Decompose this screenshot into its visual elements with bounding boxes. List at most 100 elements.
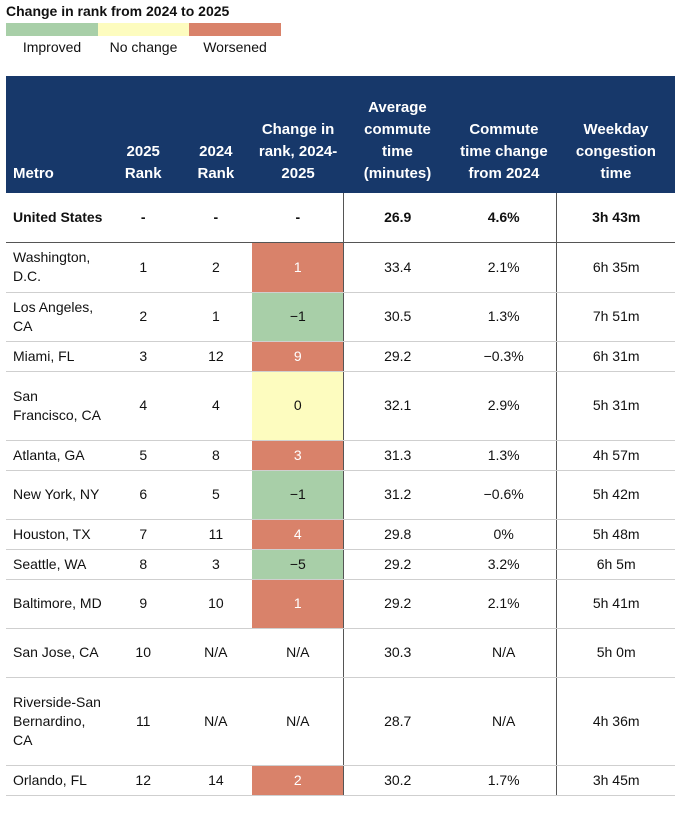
- table-row: San Francisco, CA 4 4 0 32.1 2.9% 5h 31m: [6, 371, 675, 441]
- legend: Improved No change Worsened: [6, 23, 281, 55]
- header-rank-2025: 2025 Rank: [106, 76, 180, 193]
- cell-change: 3: [252, 440, 345, 471]
- cell-rank-2025: 7: [106, 519, 180, 550]
- cell-rank-2025: 9: [106, 579, 180, 629]
- cell-commute-change: N/A: [450, 628, 558, 678]
- table-row: Orlando, FL 12 14 2 30.2 1.7% 3h 45m: [6, 765, 675, 796]
- cell-congestion: 4h 36m: [556, 677, 675, 766]
- cell-metro: Atlanta, GA: [6, 440, 107, 471]
- cell-metro: Miami, FL: [6, 341, 107, 372]
- cell-change: 9: [252, 341, 345, 372]
- cell-change: N/A: [252, 628, 345, 678]
- cell-rank-2025: 4: [106, 371, 180, 441]
- cell-change: 0: [252, 371, 345, 441]
- legend-swatch-worsened: [189, 23, 281, 36]
- table-row: Houston, TX 7 11 4 29.8 0% 5h 48m: [6, 519, 675, 550]
- cell-rank-2025: 5: [106, 440, 180, 471]
- summary-rank-2024: -: [179, 193, 253, 243]
- cell-congestion: 6h 35m: [556, 242, 675, 293]
- summary-metro: United States: [6, 193, 107, 243]
- summary-commute: 26.9: [343, 193, 451, 243]
- cell-rank-2024: 14: [179, 765, 253, 796]
- cell-rank-2024: 8: [179, 440, 253, 471]
- cell-rank-2025: 3: [106, 341, 180, 372]
- legend-label-improved: Improved: [22, 39, 82, 55]
- cell-rank-2024: N/A: [179, 628, 253, 678]
- cell-commute-change: −0.3%: [450, 341, 558, 372]
- cell-commute: 30.3: [343, 628, 451, 678]
- cell-change: 1: [252, 579, 345, 629]
- cell-congestion: 4h 57m: [556, 440, 675, 471]
- summary-row: United States - - - 26.9 4.6% 3h 43m: [6, 193, 675, 243]
- cell-rank-2025: 8: [106, 549, 180, 580]
- cell-congestion: 3h 45m: [556, 765, 675, 796]
- cell-commute: 29.2: [343, 549, 451, 580]
- cell-commute: 29.8: [343, 519, 451, 550]
- table-row: Riverside-San Bernardino, CA 11 N/A N/A 28.7…: [6, 677, 675, 766]
- cell-commute-change: −0.6%: [450, 470, 558, 520]
- cell-metro: Houston, TX: [6, 519, 107, 550]
- cell-metro: Los Angeles, CA: [6, 292, 107, 342]
- header-average-commute: Average commute time (minutes): [343, 76, 451, 193]
- cell-change: −5: [252, 549, 345, 580]
- cell-rank-2024: 3: [179, 549, 253, 580]
- cell-change: 4: [252, 519, 345, 550]
- legend-label-worsened: Worsened: [203, 39, 267, 55]
- header-metro: Metro: [6, 76, 107, 193]
- cell-commute-change: 2.1%: [450, 579, 558, 629]
- legend-item-improved: Improved: [6, 23, 98, 55]
- cell-congestion: 6h 5m: [556, 549, 675, 580]
- cell-metro: Baltimore, MD: [6, 579, 107, 629]
- cell-commute: 29.2: [343, 341, 451, 372]
- cell-change: 2: [252, 765, 345, 796]
- table-row: San Jose, CA 10 N/A N/A 30.3 N/A 5h 0m: [6, 628, 675, 678]
- cell-rank-2025: 11: [106, 677, 180, 766]
- table-row: Atlanta, GA 5 8 3 31.3 1.3% 4h 57m: [6, 440, 675, 471]
- legend-swatch-improved: [6, 23, 98, 36]
- cell-change: −1: [252, 292, 345, 342]
- header-commute-change: Commute time change from 2024: [450, 76, 557, 193]
- cell-change: N/A: [252, 677, 345, 766]
- header-rank-2024: 2024 Rank: [179, 76, 253, 193]
- table-row: Seattle, WA 8 3 −5 29.2 3.2% 6h 5m: [6, 549, 675, 580]
- cell-metro: Seattle, WA: [6, 549, 107, 580]
- cell-commute-change: N/A: [450, 677, 558, 766]
- cell-commute-change: 1.3%: [450, 292, 558, 342]
- cell-congestion: 7h 51m: [556, 292, 675, 342]
- cell-commute: 28.7: [343, 677, 451, 766]
- cell-metro: Washington, D.C.: [6, 242, 107, 293]
- cell-commute: 30.2: [343, 765, 451, 796]
- cell-commute-change: 0%: [450, 519, 558, 550]
- cell-commute: 29.2: [343, 579, 451, 629]
- header-change-in-rank: Change in rank, 2024-2025: [252, 76, 344, 193]
- table-row: Miami, FL 3 12 9 29.2 −0.3% 6h 31m: [6, 341, 675, 372]
- cell-rank-2025: 10: [106, 628, 180, 678]
- cell-metro: Riverside-San Bernardino, CA: [6, 677, 107, 766]
- summary-rank-2025: -: [106, 193, 180, 243]
- legend-swatch-no-change: [98, 23, 189, 36]
- cell-commute: 31.2: [343, 470, 451, 520]
- legend-item-worsened: Worsened: [189, 23, 281, 55]
- cell-rank-2025: 2: [106, 292, 180, 342]
- cell-change: 1: [252, 242, 345, 293]
- cell-congestion: 5h 42m: [556, 470, 675, 520]
- cell-commute-change: 1.3%: [450, 440, 558, 471]
- cell-metro: San Francisco, CA: [6, 371, 107, 441]
- summary-congestion: 3h 43m: [556, 193, 675, 243]
- cell-rank-2024: 5: [179, 470, 253, 520]
- cell-rank-2025: 1: [106, 242, 180, 293]
- cell-commute: 32.1: [343, 371, 451, 441]
- cell-rank-2024: 11: [179, 519, 253, 550]
- cell-congestion: 5h 31m: [556, 371, 675, 441]
- cell-commute-change: 2.9%: [450, 371, 558, 441]
- cell-congestion: 5h 41m: [556, 579, 675, 629]
- cell-rank-2024: 1: [179, 292, 253, 342]
- cell-rank-2024: 10: [179, 579, 253, 629]
- cell-change: −1: [252, 470, 345, 520]
- cell-congestion: 5h 48m: [556, 519, 675, 550]
- header-congestion: Weekday congestion time: [556, 76, 675, 193]
- cell-metro: New York, NY: [6, 470, 107, 520]
- table-row: Los Angeles, CA 2 1 −1 30.5 1.3% 7h 51m: [6, 292, 675, 342]
- cell-commute: 33.4: [343, 242, 451, 293]
- header-row: Metro 2025 Rank 2024 Rank Change in rank…: [6, 76, 675, 193]
